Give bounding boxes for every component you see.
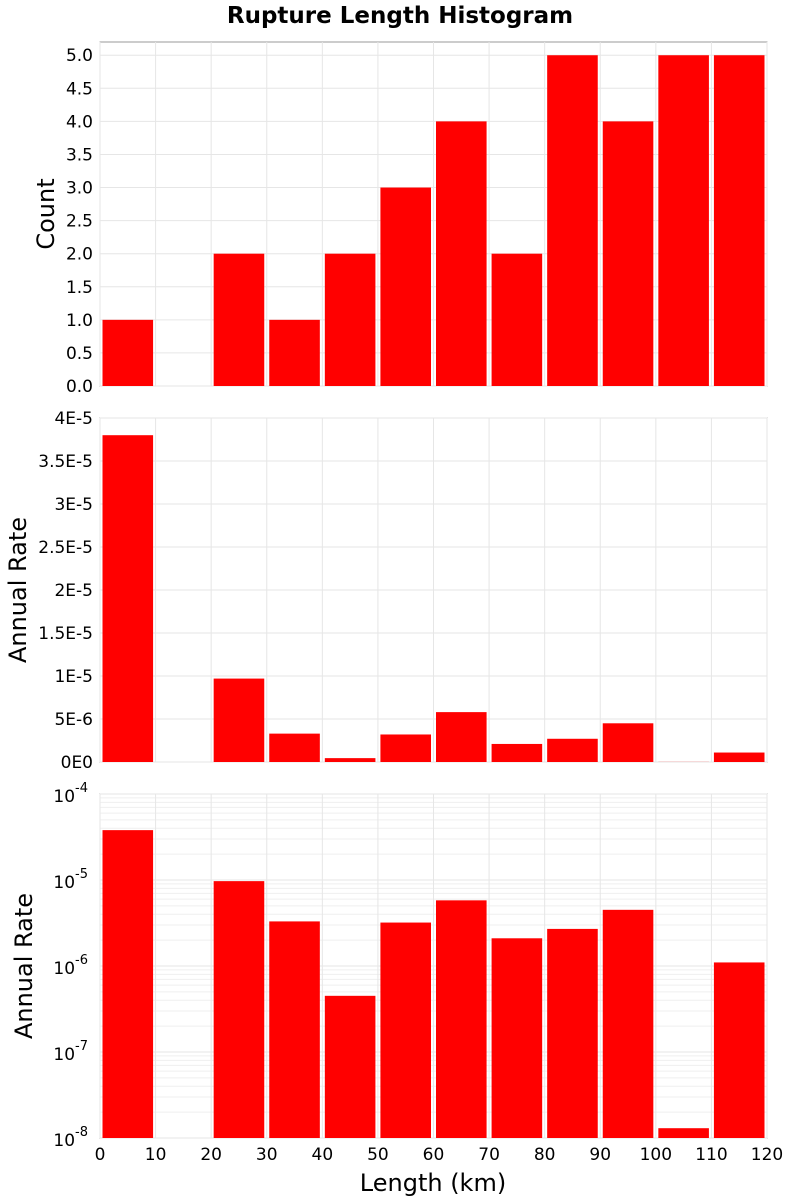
y-tick-label: 1E-5	[54, 667, 93, 687]
panel-count-grid	[99, 42, 768, 387]
y-tick-label: 3E-5	[54, 495, 93, 515]
y-tick-label: 1.0	[66, 311, 93, 331]
bar-60-70	[436, 900, 487, 1138]
x-tick-label: 120	[751, 1145, 783, 1165]
y-tick-label: 0.0	[66, 377, 93, 397]
panel-rate-linear: 0E0 5E-6 1E-5 1.5E-5 2E-5 2.5E-5 3E-5 3.5E-5 4E-…	[4, 409, 768, 773]
x-tick-label: 110	[695, 1145, 727, 1165]
bar-80-90	[547, 55, 598, 386]
y-tick-label: 4E-5	[54, 409, 93, 429]
x-tick-label: 70	[478, 1145, 500, 1165]
y-tick-label: 2E-5	[54, 581, 93, 601]
bar-40-50	[324, 253, 376, 386]
y-tick-label: 10-4	[53, 781, 88, 807]
y-tick-label: 4.5	[66, 79, 93, 99]
bar-110-120	[713, 55, 765, 386]
y-tick-label: 4.0	[66, 112, 93, 132]
x-tick-label: 20	[200, 1145, 222, 1165]
panel-count-bars	[102, 55, 765, 386]
bar-60-70	[436, 712, 487, 762]
y-tick-label: 10-7	[53, 1039, 88, 1065]
bar-40-50	[324, 995, 376, 1138]
panel-rate-log-y-ticks: 10-4 10-5 10-6 10-7 10-8	[53, 781, 88, 1151]
panel-rate-log-bars	[102, 830, 765, 1138]
bar-0-10	[102, 435, 154, 762]
bar-30-40	[269, 319, 320, 386]
y-tick-label: 1.5E-5	[38, 624, 93, 644]
bar-30-40	[269, 733, 320, 762]
bar-110-120	[713, 752, 765, 762]
bar-70-80	[491, 938, 543, 1138]
x-tick-label: 40	[312, 1145, 334, 1165]
chart-title: Rupture Length Histogram	[227, 3, 573, 29]
y-tick-label: 0.5	[66, 344, 93, 364]
x-tick-label: 0	[95, 1145, 106, 1165]
panel-rate-linear-bars	[102, 435, 765, 762]
x-tick-label: 10	[145, 1145, 167, 1165]
y-tick-label: 3.5E-5	[38, 452, 93, 472]
bar-90-100	[602, 909, 654, 1138]
y-tick-label: 2.5E-5	[38, 538, 93, 558]
bar-80-90	[547, 928, 598, 1138]
x-tick-label: 80	[534, 1145, 556, 1165]
y-tick-label: 5E-6	[54, 710, 93, 730]
bar-100-110	[658, 55, 709, 386]
bar-20-30	[213, 678, 265, 762]
bar-0-10	[102, 830, 154, 1138]
panel-count-y-label: Count	[32, 178, 60, 249]
y-tick-label: 3.5	[66, 145, 93, 165]
panel-count: 0.0 0.5 1.0 1.5 2.0 2.5 3.0 3.5 4.0 4.5 5.0 Count	[32, 41, 768, 397]
panel-rate-linear-y-label: Annual Rate	[4, 517, 32, 663]
panel-rate-linear-y-ticks: 0E0 5E-6 1E-5 1.5E-5 2E-5 2.5E-5 3E-5 3.5E-5 4E-…	[38, 409, 93, 773]
y-tick-label: 1.5	[66, 278, 93, 298]
panel-rate-log-grid	[99, 793, 768, 1139]
y-tick-label: 3.0	[66, 179, 93, 199]
y-tick-label: 10-6	[53, 953, 88, 979]
bar-80-90	[547, 738, 598, 762]
bar-90-100	[602, 723, 654, 762]
panel-rate-log: 10-4 10-5 10-6 10-7 10-8 Annual Rate	[10, 781, 768, 1151]
bar-40-50	[324, 758, 376, 762]
x-tick-label: 60	[423, 1145, 445, 1165]
y-tick-label: 0E0	[61, 753, 93, 773]
bar-20-30	[213, 881, 265, 1138]
panel-count-y-ticks: 0.0 0.5 1.0 1.5 2.0 2.5 3.0 3.5 4.0 4.5 5.0	[66, 46, 93, 397]
bar-70-80	[491, 743, 543, 762]
y-tick-label: 5.0	[66, 46, 93, 66]
bar-90-100	[602, 121, 654, 386]
x-tick-label: 50	[367, 1145, 389, 1165]
x-axis-label: Length (km)	[360, 1169, 506, 1197]
y-tick-label: 2.5	[66, 212, 93, 232]
bar-50-60	[380, 734, 431, 762]
bar-100-110	[658, 1128, 709, 1138]
x-tick-label: 90	[589, 1145, 611, 1165]
y-tick-label: 10-5	[53, 867, 88, 893]
bar-30-40	[269, 921, 320, 1138]
x-tick-label: 30	[256, 1145, 278, 1165]
bar-70-80	[491, 253, 543, 386]
y-tick-label: 2.0	[66, 245, 93, 265]
y-tick-label: 10-8	[53, 1125, 88, 1151]
x-axis-ticks: 0 10 20 30 40 50 60 70 80 90 100 110 120	[95, 1145, 784, 1165]
bar-50-60	[380, 922, 431, 1138]
bar-0-10	[102, 319, 154, 386]
bar-50-60	[380, 187, 431, 386]
panel-rate-linear-grid	[99, 417, 768, 763]
bar-110-120	[713, 962, 765, 1138]
bar-60-70	[436, 121, 487, 386]
bar-20-30	[213, 253, 265, 386]
panel-rate-log-y-label: Annual Rate	[10, 893, 38, 1039]
x-tick-label: 100	[640, 1145, 672, 1165]
